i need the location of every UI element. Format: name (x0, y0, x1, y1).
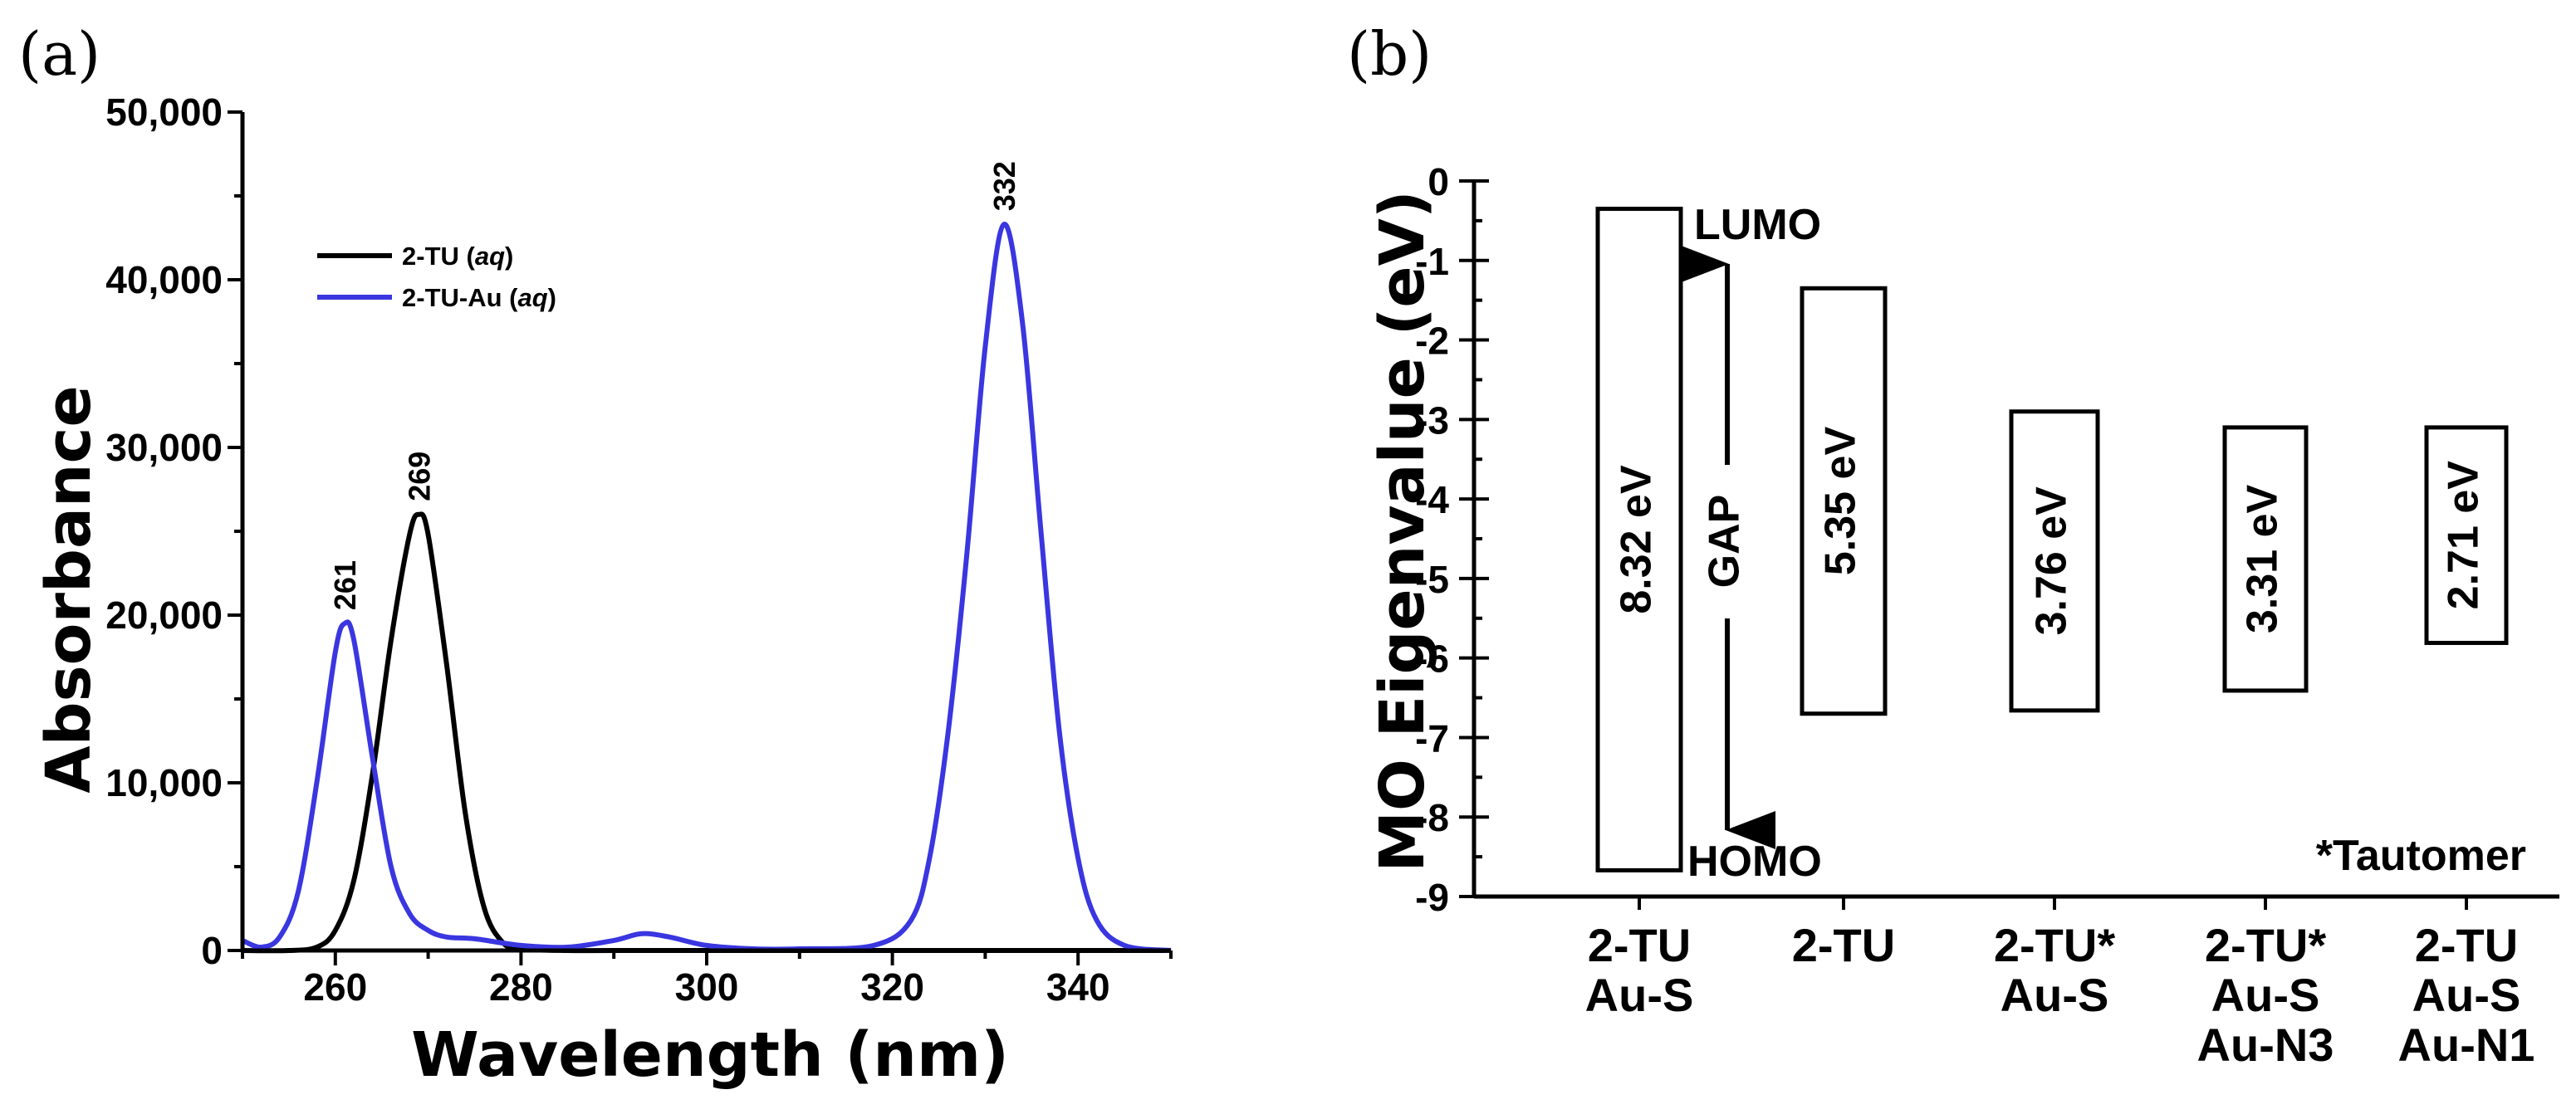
x-tick-label: 340 (1046, 965, 1110, 1009)
y-tick-label: -2 (1415, 320, 1449, 363)
lumo-label: LUMO (1694, 201, 1821, 249)
category-label: Au-S (2001, 969, 2109, 1021)
gap-value-label: 8.32 eV (1613, 465, 1661, 614)
category-label: 2-TU (1792, 919, 1895, 971)
peak-label: 332 (987, 161, 1021, 211)
gap-box (2222, 425, 2309, 693)
x-tick-label: 280 (489, 965, 553, 1009)
category-label: Au-S (2211, 969, 2320, 1021)
y-tick-label: 40,000 (105, 258, 223, 301)
category-label: 2-TU* (2205, 919, 2326, 971)
y-tick-label: 0 (1428, 160, 1449, 203)
category-label: 2-TU (2415, 919, 2518, 971)
y-tick-label: -3 (1415, 398, 1449, 442)
y-tick-label: -5 (1415, 558, 1449, 601)
panel-b-y-axis-title: MO Eigenvalue (eV) (1367, 190, 1438, 872)
category-label: Au-S (1585, 969, 1694, 1021)
gap-value-label: 5.35 eV (1817, 427, 1865, 576)
y-tick-label: 20,000 (105, 594, 223, 637)
legend-label: 2-TU (aq) (402, 242, 513, 271)
panel-a-legend: 2-TU (aq) 2-TU-Au (aq) (317, 242, 556, 312)
peak-label: 261 (328, 560, 362, 610)
y-tick-label: -1 (1415, 240, 1449, 283)
panel-b-gap-boxes: 8.32 eV 5.35 eV 3.76 eV 3.31 eV 2.71 eV (1595, 207, 2509, 872)
category-label: 2-TU* (1994, 919, 2115, 971)
series-line-2-tu-au (241, 222, 1172, 953)
series-line-2-tu (242, 511, 1171, 954)
gap-box (1595, 207, 1683, 872)
category-label: Au-S (2412, 969, 2521, 1021)
panel-a-series (241, 222, 1172, 954)
y-tick-label: -4 (1415, 478, 1449, 521)
panel-a-y-axis-title: Absorbance (33, 385, 105, 793)
category-label: Au-N1 (2398, 1019, 2535, 1071)
y-tick-label: 10,000 (105, 761, 223, 804)
gap-label: GAP (1701, 495, 1749, 589)
y-tick-label: -8 (1415, 796, 1449, 839)
y-tick-label: -9 (1415, 876, 1449, 919)
panel-a-peak-labels: 261 269 332 (328, 161, 1021, 610)
y-tick-label: 30,000 (105, 426, 223, 469)
gap-value-label: 2.71 eV (2440, 461, 2488, 610)
homo-label: HOMO (1687, 838, 1822, 886)
panel-a-ticks: 260 280 300 320 340 0 10,000 20,000 30,000 40,000… (105, 90, 1173, 1009)
y-tick-label: -6 (1415, 638, 1449, 681)
legend-label: 2-TU-Au (aq) (402, 283, 556, 312)
category-label: Au-N3 (2197, 1019, 2334, 1071)
gap-box (2424, 425, 2509, 645)
gap-box (2009, 409, 2100, 713)
y-tick-label: 0 (201, 929, 223, 972)
category-label: 2-TU (1588, 919, 1691, 971)
peak-label: 269 (402, 452, 436, 501)
tautomer-note: *Tautomer (2316, 832, 2526, 880)
y-tick-label: 50,000 (105, 90, 223, 134)
gap-box (1800, 286, 1888, 716)
panel-b-mo-eigenvalue-chart: (b) 0 -1 -2 -3 -4 -5 -6 -7 -8 -9 8.32 eV 5.35 eV 3.… (1347, 19, 2559, 1071)
panel-a-absorbance-chart: (a) 260 280 300 320 340 0 10,000 20,000 30,000 40… (18, 19, 1173, 1091)
panel-a-label: (a) (18, 19, 100, 89)
panel-a-x-axis-title: Wavelength (nm) (411, 1019, 1009, 1091)
x-tick-label: 320 (860, 965, 924, 1009)
x-tick-label: 260 (303, 965, 367, 1009)
panel-b-label: (b) (1347, 19, 1432, 89)
y-tick-label: -7 (1415, 716, 1449, 760)
x-tick-label: 300 (675, 965, 739, 1009)
panel-b-ticks: 0 -1 -2 -3 -4 -5 -6 -7 -8 -9 (1415, 160, 1489, 919)
gap-value-label: 3.31 eV (2239, 484, 2287, 633)
gap-value-label: 3.76 eV (2028, 486, 2076, 636)
